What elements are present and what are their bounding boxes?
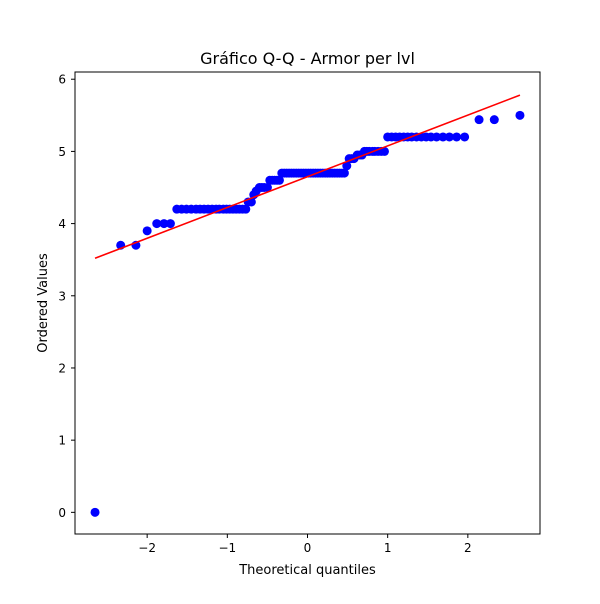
data-point — [262, 183, 272, 192]
y-tick-label: 4 — [58, 217, 66, 231]
data-point — [159, 219, 169, 229]
plot-marks — [90, 94, 525, 517]
data-point — [438, 132, 448, 142]
y-tick-label: 3 — [58, 289, 66, 303]
data-point — [165, 219, 175, 229]
fit-line — [94, 94, 521, 259]
y-tick-label: 0 — [58, 506, 66, 520]
data-point — [515, 110, 525, 120]
data-point — [452, 132, 462, 142]
y-axis-ticks: 0 1 2 3 4 5 6 — [58, 73, 75, 520]
data-point — [379, 146, 389, 156]
data-point — [142, 226, 152, 236]
data-point — [339, 168, 349, 178]
data-point — [342, 161, 352, 171]
x-tick-label: −1 — [218, 541, 236, 555]
x-axis-ticks: −2 −1 0 1 2 — [138, 534, 472, 555]
data-point — [474, 115, 484, 125]
data-point — [444, 132, 454, 142]
data-point — [90, 507, 100, 517]
y-tick-label: 6 — [58, 73, 66, 87]
y-axis-label: Ordered Values — [36, 253, 51, 353]
x-tick-label: 2 — [464, 541, 472, 555]
x-tick-label: −2 — [138, 541, 156, 555]
y-tick-label: 5 — [58, 145, 66, 159]
y-tick-label: 2 — [58, 361, 66, 375]
y-tick-label: 1 — [58, 434, 66, 448]
x-tick-label: 0 — [304, 541, 312, 555]
x-tick-label: 1 — [384, 541, 392, 555]
data-point — [460, 132, 470, 142]
x-axis-label: Theoretical quantiles — [238, 563, 376, 578]
data-point — [489, 115, 499, 125]
data-point — [241, 204, 251, 214]
chart-title: Gráfico Q-Q - Armor per lvl — [200, 49, 415, 68]
data-point — [274, 175, 284, 185]
data-point — [152, 219, 162, 229]
data-point — [432, 132, 442, 142]
